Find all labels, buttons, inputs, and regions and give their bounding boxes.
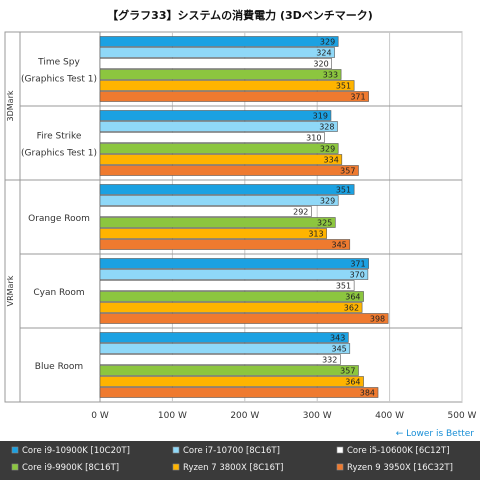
bar <box>99 280 355 291</box>
bar <box>99 239 351 250</box>
x-tick-label: 400 W <box>375 411 404 421</box>
data-label: 364 <box>345 378 360 387</box>
bar <box>99 269 369 280</box>
data-label: 324 <box>316 49 331 58</box>
bar <box>99 110 332 121</box>
data-label: 332 <box>322 356 337 365</box>
bar <box>99 165 359 176</box>
data-label: 357 <box>340 167 355 176</box>
legend-swatch <box>172 446 180 454</box>
x-tick-label: 0 W <box>91 411 109 421</box>
data-label: 310 <box>306 134 321 143</box>
legend-swatch <box>11 446 19 454</box>
group-label: 3DMark <box>6 90 15 121</box>
bar <box>99 228 327 239</box>
bar <box>99 291 364 302</box>
data-label: 333 <box>323 71 338 80</box>
bar <box>99 387 379 398</box>
bar <box>99 206 312 217</box>
category-label: Cyan Room <box>33 288 84 298</box>
legend-label: Ryzen 7 3800X [8C16T] <box>183 463 284 473</box>
bar <box>99 154 343 165</box>
lower-is-better-note: ← Lower is Better <box>396 429 475 439</box>
data-label: 292 <box>293 208 308 217</box>
bar <box>99 354 341 365</box>
bar <box>99 58 332 69</box>
category-label: Time Spy <box>37 58 80 68</box>
bar <box>99 47 335 58</box>
group-label: VRMark <box>6 275 15 306</box>
bar <box>99 69 342 80</box>
bar <box>99 184 355 195</box>
data-label: 398 <box>370 315 385 324</box>
data-label: 334 <box>324 156 339 165</box>
legend-label: Ryzen 9 3950X [16C32T] <box>347 463 453 473</box>
bar <box>99 313 389 324</box>
bar <box>99 91 369 102</box>
legend-swatch <box>336 446 344 454</box>
data-label: 351 <box>336 186 351 195</box>
chart-title: 【グラフ33】システムの消費電力 (3Dベンチマーク) <box>107 8 373 22</box>
data-label: 320 <box>313 60 328 69</box>
data-label: 345 <box>331 241 346 250</box>
bar <box>99 376 364 387</box>
bar <box>99 121 338 132</box>
bar <box>99 217 336 228</box>
legend-label: Core i5-10600K [6C12T] <box>347 446 450 456</box>
data-label: 357 <box>340 367 355 376</box>
data-label: 329 <box>320 38 335 47</box>
legend-swatch <box>172 463 180 471</box>
category-label: Blue Room <box>35 362 83 372</box>
data-label: 345 <box>331 345 346 354</box>
data-label: 328 <box>319 123 334 132</box>
bar <box>99 132 325 143</box>
bar <box>99 143 339 154</box>
data-label: 371 <box>350 260 365 269</box>
legend <box>0 441 480 480</box>
legend-label: Core i7-10700 [8C16T] <box>183 446 280 456</box>
category-label: Orange Room <box>28 214 90 224</box>
data-label: 370 <box>350 271 365 280</box>
data-label: 351 <box>336 282 351 291</box>
bar <box>99 195 339 206</box>
category-label: (Graphics Test 1) <box>21 149 97 159</box>
bar <box>99 36 339 47</box>
legend-swatch <box>11 463 19 471</box>
x-tick-label: 100 W <box>158 411 187 421</box>
category-label: (Graphics Test 1) <box>21 75 97 85</box>
data-label: 351 <box>336 82 351 91</box>
legend-swatch <box>336 463 344 471</box>
x-tick-label: 300 W <box>303 411 332 421</box>
bar <box>99 332 349 343</box>
data-label: 329 <box>320 145 335 154</box>
legend-label: Core i9-9900K [8C16T] <box>22 463 119 473</box>
bar <box>99 343 351 354</box>
bar <box>99 258 369 269</box>
data-label: 343 <box>330 334 345 343</box>
data-label: 384 <box>360 389 375 398</box>
data-label: 329 <box>320 197 335 206</box>
legend-label: Core i9-10900K [10C20T] <box>22 446 130 456</box>
x-tick-label: 500 W <box>448 411 477 421</box>
data-label: 362 <box>344 304 359 313</box>
data-label: 364 <box>345 293 360 302</box>
category-label: Fire Strike <box>37 132 82 142</box>
bar <box>99 365 359 376</box>
data-label: 325 <box>317 219 332 228</box>
data-label: 319 <box>313 112 328 121</box>
x-tick-label: 200 W <box>230 411 259 421</box>
bar <box>99 80 355 91</box>
data-label: 313 <box>308 230 323 239</box>
bar <box>99 302 363 313</box>
data-label: 371 <box>350 93 365 102</box>
